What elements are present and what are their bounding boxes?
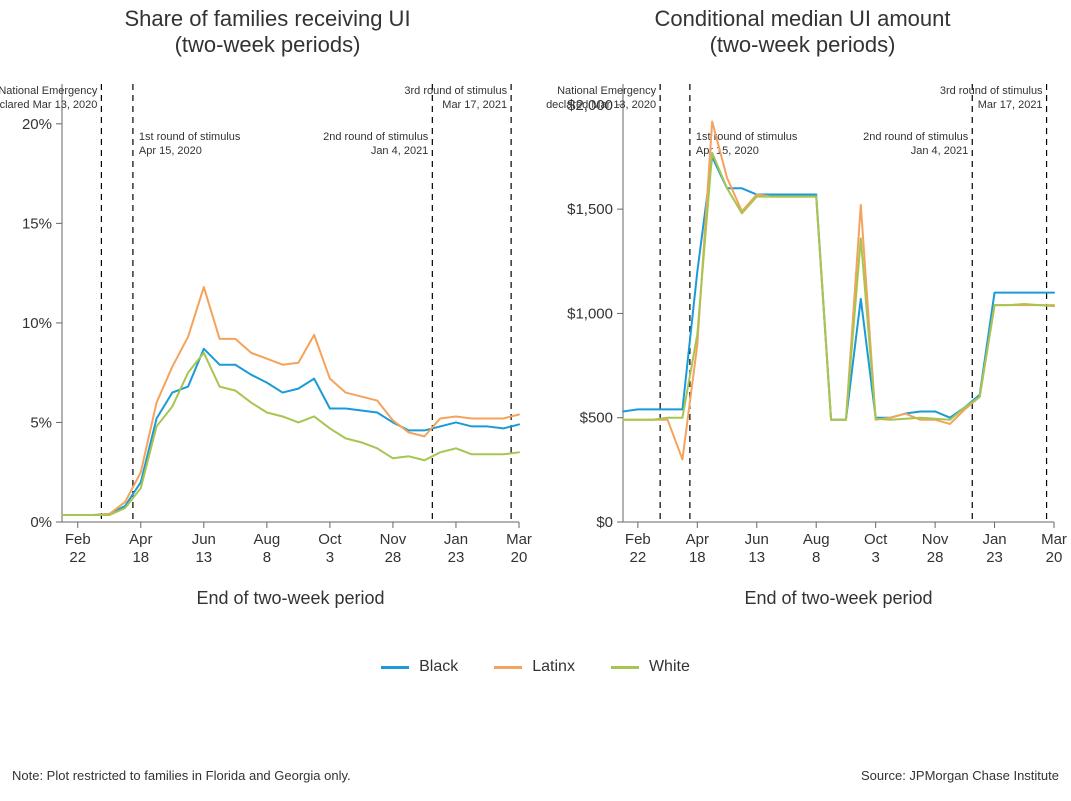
legend: Black Latinx White xyxy=(0,658,1071,676)
series-white xyxy=(623,153,1054,420)
y-tick-label: $1,000 xyxy=(567,305,613,322)
x-tick-label-bottom: 3 xyxy=(326,549,334,566)
chart-right-svg: Conditional median UI amount(two-week pe… xyxy=(535,0,1070,640)
y-tick-label: $1,500 xyxy=(567,201,613,218)
x-tick-label-top: Mar xyxy=(506,531,532,548)
chart-left-title-line1: Share of families receiving UI xyxy=(124,6,410,31)
y-tick-label: 10% xyxy=(22,315,52,332)
x-tick-label-top: Aug xyxy=(254,531,281,548)
x-tick-label-bottom: 22 xyxy=(630,549,647,566)
charts-row: Share of families receiving UI(two-week … xyxy=(0,0,1071,640)
event-label-stim1-2: Apr 15, 2020 xyxy=(139,145,202,157)
event-label-stim2-1: 2nd round of stimulus xyxy=(863,131,969,143)
x-tick-label-bottom: 22 xyxy=(69,549,86,566)
series-latinx xyxy=(62,287,519,515)
y-tick-label: 15% xyxy=(22,215,52,232)
legend-item-white: White xyxy=(611,658,690,676)
legend-label-white: White xyxy=(649,658,690,676)
x-axis-label: End of two-week period xyxy=(744,588,932,608)
event-label-natl_emergency-1: National Emergency xyxy=(0,85,98,97)
event-label-stim3-1: 3rd round of stimulus xyxy=(940,85,1043,97)
chart-right: Conditional median UI amount(two-week pe… xyxy=(535,0,1070,640)
x-tick-label-bottom: 23 xyxy=(448,549,465,566)
x-tick-label-top: Apr xyxy=(686,531,709,548)
footnote-right: Source: JPMorgan Chase Institute xyxy=(861,768,1059,783)
chart-left-svg: Share of families receiving UI(two-week … xyxy=(0,0,535,640)
x-tick-label-top: Jan xyxy=(444,531,468,548)
event-label-stim1-2: Apr 15, 2020 xyxy=(696,145,759,157)
x-tick-label-bottom: 13 xyxy=(195,549,212,566)
legend-swatch-black xyxy=(381,666,409,669)
legend-label-black: Black xyxy=(419,658,458,676)
legend-item-latinx: Latinx xyxy=(494,658,575,676)
x-tick-label-top: Feb xyxy=(65,531,91,548)
x-tick-label-bottom: 23 xyxy=(986,549,1003,566)
x-tick-label-bottom: 13 xyxy=(748,549,765,566)
x-tick-label-top: Nov xyxy=(922,531,949,548)
y-tick-label: 5% xyxy=(30,414,52,431)
chart-left-title-line2: (two-week periods) xyxy=(175,32,361,57)
x-tick-label-top: Aug xyxy=(803,531,830,548)
x-tick-label-top: Jan xyxy=(982,531,1006,548)
legend-item-black: Black xyxy=(381,658,458,676)
x-axis-label: End of two-week period xyxy=(196,588,384,608)
legend-swatch-latinx xyxy=(494,666,522,669)
event-label-natl_emergency-1: National Emergency xyxy=(557,85,657,97)
event-label-stim2-2: Jan 4, 2021 xyxy=(371,145,429,157)
legend-label-latinx: Latinx xyxy=(532,658,575,676)
x-tick-label-top: Oct xyxy=(318,531,342,548)
x-tick-label-top: Nov xyxy=(380,531,407,548)
x-tick-label-top: Jun xyxy=(192,531,216,548)
event-label-natl_emergency-2: declared Mar 13, 2020 xyxy=(546,99,656,111)
event-label-stim2-2: Jan 4, 2021 xyxy=(911,145,969,157)
x-tick-label-bottom: 8 xyxy=(812,549,820,566)
y-tick-label: 0% xyxy=(30,514,52,531)
x-tick-label-bottom: 20 xyxy=(1046,549,1063,566)
y-tick-label: $0 xyxy=(596,514,613,531)
x-tick-label-bottom: 3 xyxy=(871,549,879,566)
y-tick-label: $500 xyxy=(580,410,613,427)
event-label-stim2-1: 2nd round of stimulus xyxy=(323,131,429,143)
x-tick-label-bottom: 8 xyxy=(263,549,271,566)
chart-right-title-line1: Conditional median UI amount xyxy=(655,6,951,31)
y-tick-label: 20% xyxy=(22,116,52,133)
x-tick-label-top: Feb xyxy=(625,531,651,548)
footnote-left: Note: Plot restricted to families in Flo… xyxy=(12,768,351,783)
x-tick-label-top: Apr xyxy=(129,531,152,548)
event-label-stim3-2: Mar 17, 2021 xyxy=(442,99,507,111)
x-tick-label-top: Oct xyxy=(864,531,888,548)
event-label-stim3-1: 3rd round of stimulus xyxy=(404,85,507,97)
x-tick-label-bottom: 28 xyxy=(927,549,944,566)
x-tick-label-top: Jun xyxy=(745,531,769,548)
legend-swatch-white xyxy=(611,666,639,669)
x-tick-label-top: Mar xyxy=(1041,531,1067,548)
x-tick-label-bottom: 28 xyxy=(385,549,402,566)
event-label-natl_emergency-2: declared Mar 13, 2020 xyxy=(0,99,97,111)
x-tick-label-bottom: 20 xyxy=(511,549,528,566)
event-label-stim3-2: Mar 17, 2021 xyxy=(978,99,1043,111)
series-black xyxy=(623,157,1054,420)
event-label-stim1-1: 1st round of stimulus xyxy=(139,131,241,143)
chart-left: Share of families receiving UI(two-week … xyxy=(0,0,535,640)
x-tick-label-bottom: 18 xyxy=(689,549,706,566)
chart-right-title-line2: (two-week periods) xyxy=(710,32,896,57)
x-tick-label-bottom: 18 xyxy=(132,549,149,566)
series-latinx xyxy=(623,122,1054,460)
